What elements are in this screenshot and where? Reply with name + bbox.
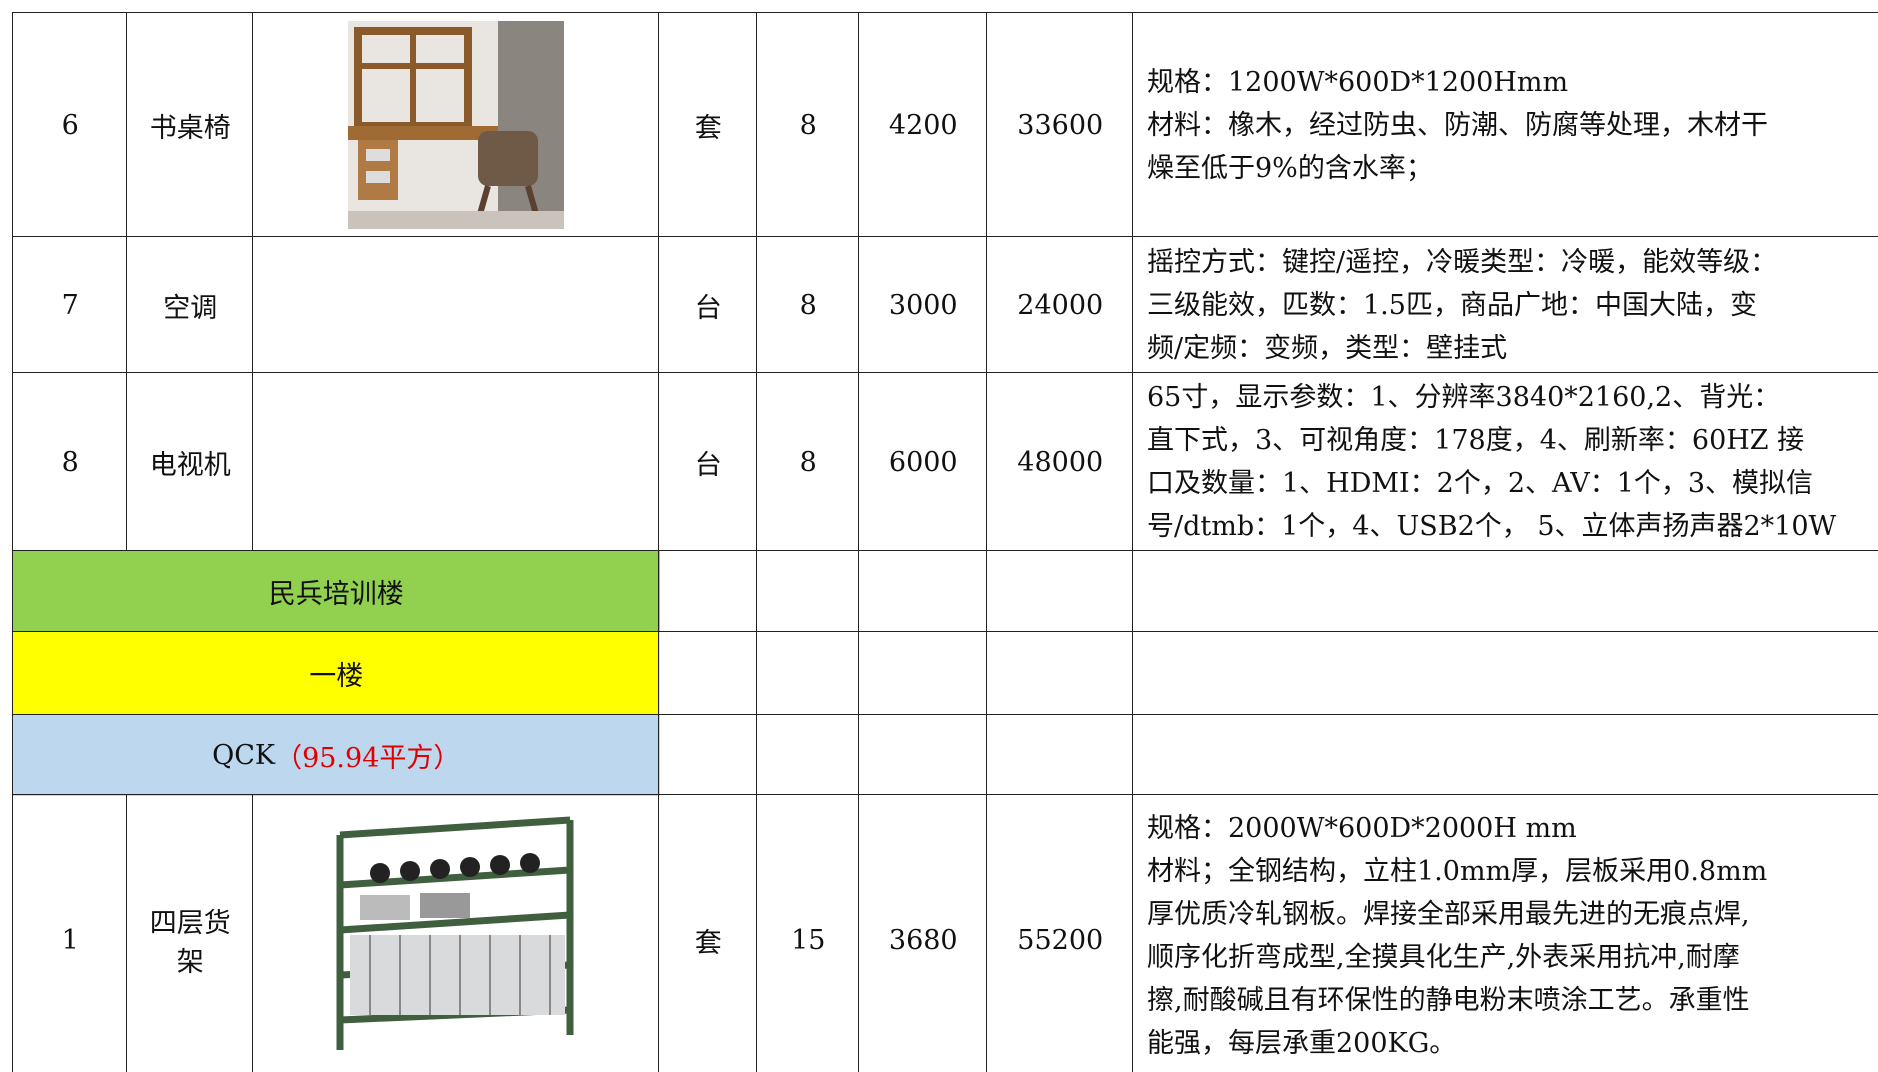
section-title: QCK bbox=[212, 739, 276, 771]
spec-line: 三级能效，匹数：1.5匹，商品广地：中国大陆，变 bbox=[1147, 289, 1757, 321]
spec-cell: 65寸，显示参数：1、分辨率3840*2160,2、背光： 直下式，3、可视角度：… bbox=[1132, 372, 1878, 552]
section-cell: QCK （95.94平方） bbox=[12, 714, 660, 796]
name-cell: 电视机 bbox=[126, 372, 254, 552]
price-cell: 3000 bbox=[858, 236, 988, 374]
spec-line: 口及数量：1、HDMI：2个，2、AV：1个，3、模拟信 bbox=[1147, 468, 1814, 500]
image-cell bbox=[252, 372, 660, 552]
unit-cell: 台 bbox=[658, 372, 758, 552]
empty-cell bbox=[658, 631, 758, 716]
spec-line: 能强，每层承重200KG。 bbox=[1147, 1028, 1457, 1059]
qty-cell: 8 bbox=[756, 236, 860, 374]
empty-cell bbox=[858, 550, 988, 633]
price-cell: 4200 bbox=[858, 12, 988, 238]
price-cell: 3680 bbox=[858, 794, 988, 1072]
spec-cell: 规格：1200W*600D*1200Hmm 材料：橡木，经过防虫、防潮、防腐等处理… bbox=[1132, 12, 1878, 238]
name-cell: 四层货架 bbox=[126, 794, 254, 1072]
empty-cell bbox=[986, 550, 1134, 633]
no-cell: 8 bbox=[12, 372, 128, 552]
spec-line: 摇控方式：键控/遥控，冷暖类型：冷暖，能效等级： bbox=[1147, 246, 1778, 278]
spec-line: 燥至低于9%的含水率； bbox=[1147, 152, 1433, 184]
spec-lines: 65寸，显示参数：1、分辨率3840*2160,2、背光： 直下式，3、可视角度：… bbox=[1147, 376, 1836, 548]
empty-cell bbox=[658, 714, 758, 796]
total-cell: 48000 bbox=[986, 372, 1134, 552]
image-cell bbox=[252, 236, 660, 374]
spec-line: 材料；全钢结构，立柱1.0mm厚，层板采用0.8mm bbox=[1147, 856, 1768, 887]
section-cell: 民兵培训楼 bbox=[12, 550, 660, 633]
section-note: （95.94平方） bbox=[275, 742, 461, 774]
image-cell bbox=[252, 794, 660, 1072]
empty-cell bbox=[756, 631, 860, 716]
empty-cell bbox=[1132, 631, 1878, 716]
empty-cell bbox=[756, 714, 860, 796]
spec-cell: 摇控方式：键控/遥控，冷暖类型：冷暖，能效等级： 三级能效，匹数：1.5匹，商品广… bbox=[1132, 236, 1878, 374]
image-cell bbox=[252, 12, 660, 238]
name-cell: 空调 bbox=[126, 236, 254, 374]
section-title: 一楼 bbox=[309, 661, 364, 693]
unit-cell: 台 bbox=[658, 236, 758, 374]
qty-cell: 15 bbox=[756, 794, 860, 1072]
spec-lines: 摇控方式：键控/遥控，冷暖类型：冷暖，能效等级： 三级能效，匹数：1.5匹，商品广… bbox=[1147, 241, 1777, 370]
spec-cell: 规格：2000W*600D*2000H mm 材料；全钢结构，立柱1.0mm厚，层… bbox=[1132, 794, 1878, 1072]
section-title: 民兵培训楼 bbox=[268, 579, 404, 611]
spec-line: 规格：2000W*600D*2000H mm bbox=[1147, 813, 1577, 844]
total-cell: 24000 bbox=[986, 236, 1134, 374]
total-cell: 33600 bbox=[986, 12, 1134, 238]
qty-cell: 8 bbox=[756, 372, 860, 552]
empty-cell bbox=[1132, 550, 1878, 633]
empty-cell bbox=[986, 714, 1134, 796]
empty-cell bbox=[658, 550, 758, 633]
qty-cell: 8 bbox=[756, 12, 860, 238]
empty-cell bbox=[858, 631, 988, 716]
spec-line: 厚优质冷轧钢板。焊接全部采用最先进的无痕点焊, bbox=[1147, 899, 1750, 930]
section-cell: 一楼 bbox=[12, 631, 660, 716]
spec-lines: 规格：2000W*600D*2000H mm 材料；全钢结构，立柱1.0mm厚，层… bbox=[1147, 807, 1767, 1065]
no-cell: 1 bbox=[12, 794, 128, 1072]
spec-line: 直下式，3、可视角度：178度，4、刷新率：60HZ 接 bbox=[1147, 425, 1805, 457]
empty-cell bbox=[858, 714, 988, 796]
name-cell: 书桌椅 bbox=[126, 12, 254, 238]
spec-line: 材料：橡木，经过防虫、防潮、防腐等处理，木材干 bbox=[1147, 109, 1768, 141]
price-cell: 6000 bbox=[858, 372, 988, 552]
empty-cell bbox=[756, 550, 860, 633]
empty-cell bbox=[986, 631, 1134, 716]
unit-cell: 套 bbox=[658, 12, 758, 238]
spec-line: 规格：1200W*600D*1200Hmm bbox=[1147, 66, 1569, 98]
spec-line: 顺序化折弯成型,全摸具化生产,外表采用抗冲,耐摩 bbox=[1147, 942, 1740, 973]
spec-line: 频/定频：变频，类型：壁挂式 bbox=[1147, 332, 1508, 364]
no-cell: 7 bbox=[12, 236, 128, 374]
unit-cell: 套 bbox=[658, 794, 758, 1072]
spec-line: 擦,耐酸碱且有环保性的静电粉末喷涂工艺。承重性 bbox=[1147, 985, 1750, 1016]
spec-line: 号/dtmb：1个，4、USB2个， 5、立体声扬声器2*10W bbox=[1147, 511, 1837, 543]
spec-lines: 规格：1200W*600D*1200Hmm 材料：橡木，经过防虫、防潮、防腐等处理… bbox=[1147, 61, 1768, 190]
total-cell: 55200 bbox=[986, 794, 1134, 1072]
empty-cell bbox=[1132, 714, 1878, 796]
no-cell: 6 bbox=[12, 12, 128, 238]
spec-line: 65寸，显示参数：1、分辨率3840*2160,2、背光： bbox=[1147, 382, 1781, 414]
